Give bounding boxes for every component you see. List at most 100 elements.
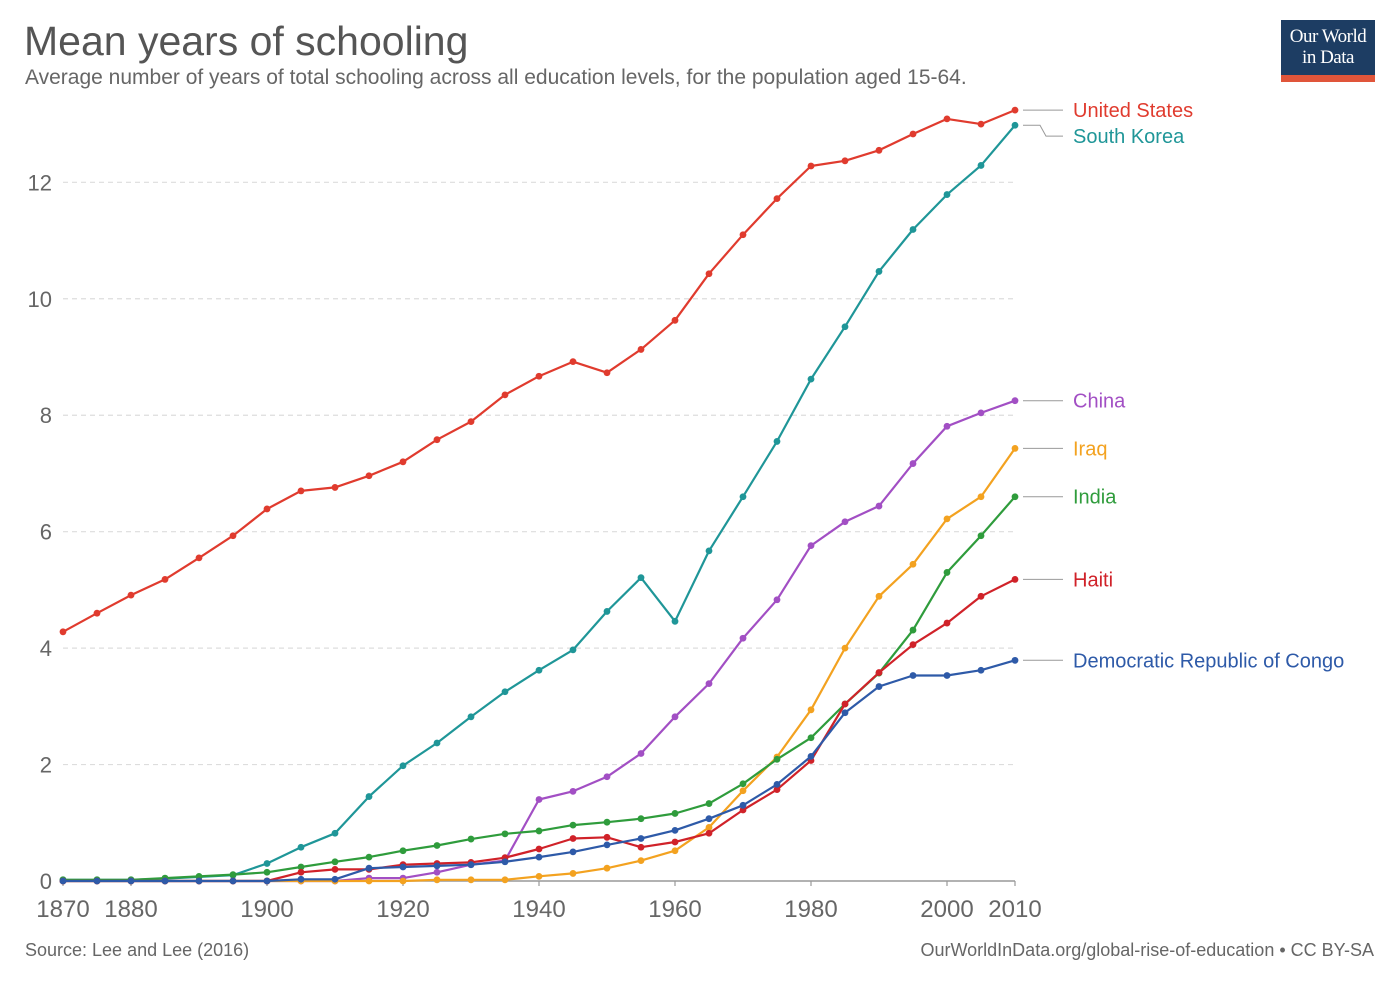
series-label: China — [1073, 391, 1126, 413]
data-point — [909, 460, 917, 467]
data-point — [603, 369, 611, 377]
series-label: Iraq — [1073, 438, 1107, 460]
data-point — [807, 162, 815, 170]
data-point — [93, 609, 101, 617]
data-point — [739, 634, 747, 642]
data-point — [569, 358, 577, 366]
data-point — [943, 569, 951, 576]
data-point — [297, 863, 305, 871]
data-point — [365, 793, 373, 800]
data-point — [1011, 106, 1019, 114]
data-point — [1011, 445, 1019, 452]
data-point — [603, 773, 611, 781]
data-point — [705, 270, 713, 278]
logo-line-2: in Data — [1302, 47, 1354, 68]
data-point — [977, 666, 985, 674]
series-group — [59, 121, 1019, 884]
data-point — [943, 619, 951, 627]
data-point — [569, 821, 577, 829]
data-point — [127, 591, 135, 599]
data-point — [773, 780, 781, 788]
data-point — [365, 472, 373, 480]
series-group — [59, 493, 1019, 884]
data-point — [705, 815, 713, 823]
series-line — [63, 578, 1016, 883]
owid-logo[interactable]: Our World in Data — [1281, 20, 1375, 82]
data-point — [365, 853, 373, 861]
y-tick-label: 10 — [28, 287, 52, 312]
data-point — [943, 191, 951, 198]
x-tick-label: 2000 — [920, 896, 973, 923]
data-point — [365, 877, 373, 885]
data-point — [467, 713, 475, 721]
data-point — [977, 409, 985, 417]
data-point — [739, 787, 747, 795]
data-point — [433, 842, 441, 849]
y-tick-label: 6 — [40, 520, 52, 545]
series-label: Democratic Republic of Congo — [1073, 650, 1344, 672]
data-point — [977, 162, 985, 169]
y-tick-label: 4 — [40, 636, 52, 661]
data-point — [569, 870, 577, 877]
x-tick-label: 1880 — [104, 896, 157, 923]
data-point — [399, 458, 407, 466]
data-point — [331, 829, 339, 837]
data-point — [229, 532, 237, 540]
data-point — [263, 877, 271, 885]
data-point — [501, 858, 509, 866]
series-group — [59, 656, 1019, 885]
data-point — [841, 644, 849, 652]
data-point — [399, 877, 407, 885]
data-point — [739, 231, 747, 239]
data-point — [671, 847, 679, 855]
data-point — [875, 592, 883, 600]
data-point — [705, 800, 713, 807]
data-point — [773, 438, 781, 445]
data-point — [535, 845, 543, 853]
data-point — [399, 847, 407, 855]
data-point — [807, 542, 815, 550]
source-url-link[interactable]: OurWorldInData.org/global-rise-of-educat… — [920, 940, 1374, 960]
data-point — [705, 824, 713, 831]
data-point — [637, 857, 645, 865]
data-point — [705, 547, 713, 555]
data-point — [365, 864, 373, 872]
chart-subtitle: Average number of years of total schooli… — [25, 66, 967, 89]
data-point — [467, 876, 475, 884]
data-point — [433, 739, 441, 747]
series-label: India — [1073, 487, 1117, 509]
series-line — [63, 124, 1016, 881]
data-point — [875, 669, 883, 676]
data-point — [943, 115, 951, 123]
data-point — [263, 505, 271, 513]
data-point — [943, 422, 951, 430]
data-point — [1011, 493, 1019, 501]
data-point — [501, 391, 509, 399]
y-tick-label: 8 — [40, 403, 52, 428]
data-point — [569, 646, 577, 654]
data-point — [841, 157, 849, 165]
data-point — [59, 628, 67, 636]
data-point — [739, 780, 747, 788]
data-point — [637, 815, 645, 823]
data-point — [433, 868, 441, 876]
data-point — [331, 865, 339, 873]
data-point — [501, 876, 509, 884]
data-point — [671, 316, 679, 324]
data-point — [875, 502, 883, 510]
data-point — [739, 806, 747, 814]
data-point — [637, 750, 645, 757]
data-point — [603, 608, 611, 615]
data-point — [841, 700, 849, 708]
series-line — [63, 447, 1016, 883]
y-axis-ticks: 0 2 4 6 8 10 12 — [28, 170, 52, 894]
series-labels: United States South Korea China Iraq India Ha… — [1023, 100, 1344, 672]
data-point — [875, 683, 883, 690]
data-point — [399, 762, 407, 770]
data-point — [841, 323, 849, 331]
series-line — [62, 109, 1016, 633]
data-point — [263, 868, 271, 876]
data-point — [943, 672, 951, 679]
data-point — [977, 493, 985, 501]
data-point — [59, 877, 67, 885]
